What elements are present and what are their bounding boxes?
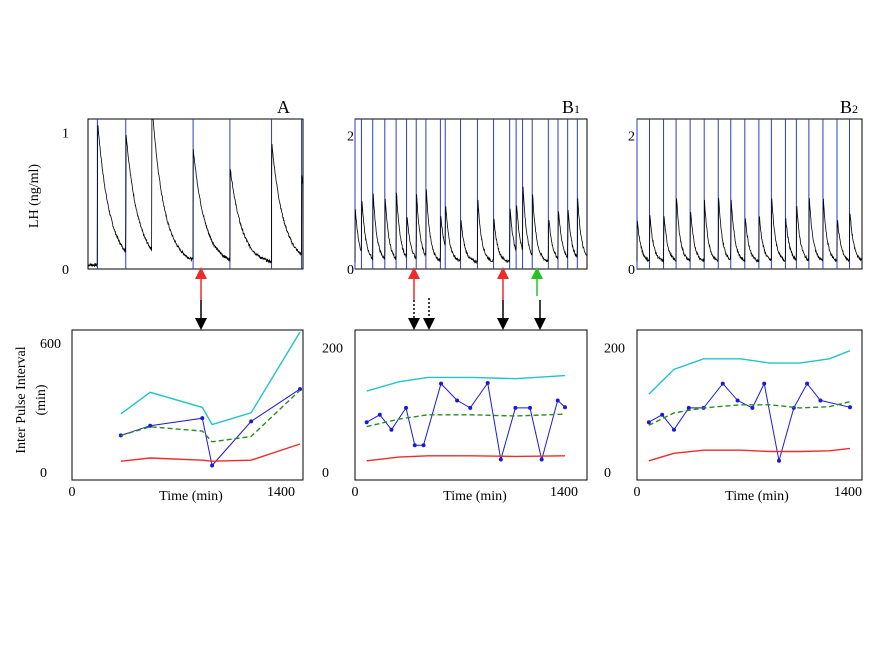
lower-series-line (120, 443, 301, 462)
ipi-tick-label-600: 600 (40, 337, 61, 352)
ipi-point (720, 381, 725, 386)
ipi-point (848, 405, 852, 410)
lh-tick-label-1: 1 (62, 127, 69, 142)
ipi-point (646, 420, 651, 425)
mean-series-line (366, 413, 566, 428)
ipi-point (421, 443, 426, 448)
ipi-point (539, 457, 544, 462)
ipi-series-line (648, 382, 851, 461)
x-tick-label-0: 0 (69, 485, 76, 500)
ipi-point (485, 381, 490, 386)
ipi-point (660, 412, 665, 417)
ipi-series-line (366, 381, 566, 460)
bottom-ylabel-line1: Inter Pulse Interval (14, 346, 29, 453)
ipi-point (498, 457, 503, 462)
ipi-point (298, 387, 302, 392)
ipi-point (377, 412, 382, 417)
ipi-point (513, 405, 518, 410)
xlabel: Time (min) (159, 489, 223, 504)
ipi-point (468, 405, 473, 410)
ipi-point (249, 419, 254, 424)
ipi-series-line (120, 388, 301, 467)
ipi-point (805, 381, 810, 386)
ipi-tick-label-200: 200 (322, 342, 343, 357)
ipi-point (210, 463, 215, 468)
ipi-point (563, 405, 567, 410)
panel-label-b1: B1 (562, 97, 580, 117)
bottom-ylabel-line2: (min) (34, 384, 49, 415)
mean-series-line (120, 389, 301, 443)
ipi-point (528, 405, 532, 410)
ipi-point (686, 405, 691, 410)
ipi-point (439, 381, 444, 386)
ipi-tick-label-0: 0 (40, 466, 47, 481)
ipi-frame (354, 329, 588, 481)
ipi-point (412, 443, 417, 448)
x-tick-label-0: 0 (634, 485, 641, 500)
mean-series-line (648, 401, 851, 426)
ipi-point (777, 458, 781, 463)
xlabel: Time (min) (725, 489, 789, 504)
top-ylabel: LH (ng/ml) (27, 164, 42, 228)
ipi-point (750, 405, 755, 410)
connector-arrows (195, 267, 546, 330)
xlabel: Time (min) (443, 489, 507, 504)
lh-trace-line (636, 197, 863, 264)
lh-trace-line (87, 118, 304, 268)
ipi-plot-panel-b1: 0 200 0 1400 Time (min) (322, 329, 588, 504)
x-tick-label-1400: 1400 (834, 485, 862, 500)
lh-trace-panel-b2: 02 (628, 118, 863, 278)
lh-trace-panel-a: 01 (62, 118, 304, 278)
upper-series-line (366, 374, 566, 392)
upper-series-line (120, 331, 301, 426)
ipi-point (200, 416, 205, 421)
ipi-point (735, 398, 740, 403)
ipi-point (148, 423, 153, 428)
panel-label-a: A (277, 97, 290, 117)
ipi-point (364, 420, 369, 425)
lh-tick-label-0: 0 (628, 263, 635, 278)
ipi-frame (636, 329, 863, 481)
ipi-frame (71, 329, 304, 481)
x-tick-label-0: 0 (352, 485, 359, 500)
ipi-point (671, 427, 676, 432)
ipi-point (455, 398, 460, 403)
lh-trace-line (354, 186, 588, 265)
lower-series-line (648, 447, 851, 462)
lh-trace-panel-b1: 02 (347, 118, 588, 278)
lh-tick-label-2: 2 (628, 130, 635, 145)
ipi-point (118, 433, 123, 438)
x-tick-label-1400: 1400 (267, 485, 295, 500)
lh-tick-label-0: 0 (62, 263, 69, 278)
lower-series-line (366, 455, 566, 462)
lh-tick-label-2: 2 (347, 130, 354, 145)
ipi-point (404, 405, 409, 410)
ipi-point (389, 427, 394, 432)
panel-label-b2: B2 (840, 97, 858, 117)
lh-tick-label-0: 0 (347, 263, 354, 278)
ipi-tick-label-0: 0 (604, 466, 611, 481)
ipi-tick-label-0: 0 (322, 466, 329, 481)
upper-series-line (648, 350, 851, 395)
ipi-tick-label-200: 200 (604, 342, 625, 357)
lh-frame (354, 118, 588, 270)
x-tick-label-1400: 1400 (550, 485, 578, 500)
ipi-point (818, 398, 823, 403)
ipi-point (762, 381, 767, 386)
ipi-plot-panel-b2: 0 200 0 1400 Time (min) (604, 329, 863, 504)
ipi-point (555, 398, 560, 403)
ipi-plot-panel-a: 0 600 0 1400 Time (min) (40, 329, 304, 504)
lh-frame (87, 118, 304, 270)
